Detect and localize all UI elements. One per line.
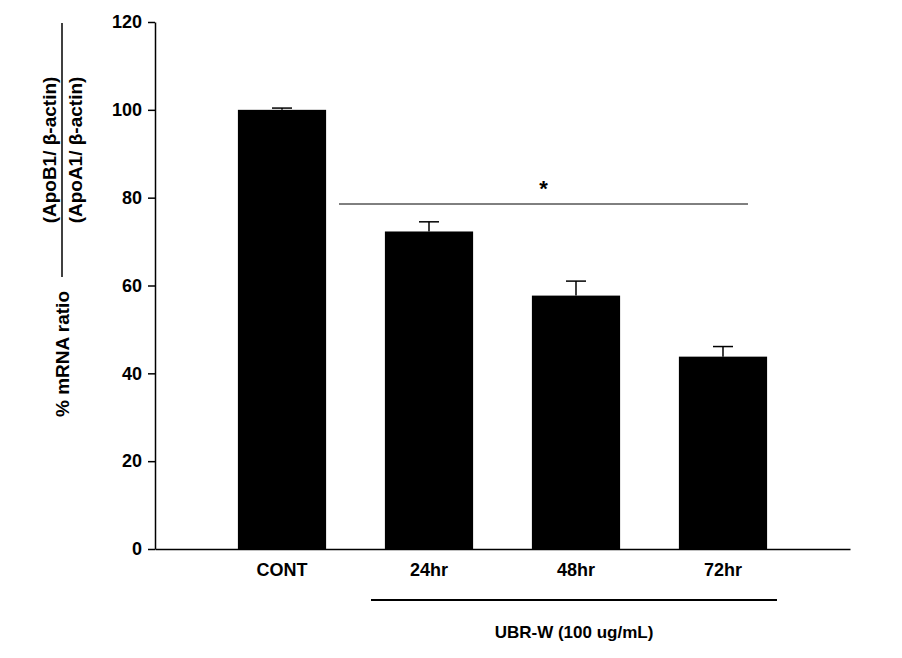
error-bar: [566, 281, 586, 295]
error-bar: [713, 347, 733, 357]
y-tick-label: 100: [112, 100, 142, 120]
x-axis: CONT 24hr 48hr 72hr: [156, 549, 851, 580]
y-tick: 0: [132, 539, 155, 559]
y-tick: 20: [122, 451, 155, 471]
y-title-prefix: % mRNA ratio: [52, 291, 73, 417]
x-tick: 48hr: [557, 549, 595, 580]
error-cap: [272, 107, 292, 109]
error-cap: [566, 280, 586, 282]
x-tick-label: 48hr: [557, 560, 595, 580]
y-title-denominator: (ApoA1/ β-actin): [65, 77, 86, 224]
chart: 0 20 40 60 80 100 120 CONT 24hr 48hr 72hr % mRNA ra…: [0, 0, 902, 658]
x-axis-line: [156, 549, 851, 551]
error-cap: [713, 346, 733, 348]
y-tick-mark: [148, 110, 155, 112]
y-tick-mark: [148, 373, 155, 375]
error-bar: [272, 108, 292, 110]
x-tick-label: 24hr: [410, 560, 448, 580]
bar: [679, 357, 767, 549]
error-stem: [722, 347, 724, 357]
y-tick: 40: [122, 364, 155, 384]
x-tick-label: 72hr: [704, 560, 742, 580]
bar: [385, 231, 473, 549]
group-label: UBR-W (100 ug/mL): [495, 623, 654, 642]
y-tick: 80: [122, 188, 155, 208]
y-tick-label: 120: [112, 12, 142, 32]
group-bracket: [371, 599, 777, 601]
y-tick-label: 40: [122, 364, 142, 384]
x-tick-label: CONT: [257, 560, 308, 580]
y-title-numerator: (ApoB1/ β-actin): [39, 77, 60, 224]
error-stem: [575, 281, 577, 295]
bar: [532, 296, 620, 549]
y-tick-mark: [148, 549, 155, 551]
x-tick: 24hr: [410, 549, 448, 580]
y-tick: 60: [122, 276, 155, 296]
y-axis: 0 20 40 60 80 100 120: [112, 12, 156, 559]
error-bar: [419, 222, 439, 232]
bars: [238, 108, 767, 549]
error-stem: [428, 222, 430, 232]
y-tick-label: 60: [122, 276, 142, 296]
significance-line: [339, 204, 748, 205]
y-tick-label: 20: [122, 451, 142, 471]
fraction-bar: [61, 23, 63, 277]
x-tick: 72hr: [704, 549, 742, 580]
y-tick-label: 80: [122, 188, 142, 208]
y-tick-label: 0: [132, 539, 142, 559]
significance-mark: *: [539, 176, 548, 201]
y-tick-mark: [148, 285, 155, 287]
y-tick-mark: [148, 461, 155, 463]
bar: [238, 110, 326, 549]
y-axis-title: % mRNA ratio (ApoB1/ β-actin)(ApoA1/ β-ac…: [39, 23, 86, 417]
x-tick: CONT: [257, 549, 308, 580]
error-cap: [419, 221, 439, 223]
y-tick: 120: [112, 12, 155, 32]
y-tick: 100: [112, 100, 155, 120]
y-tick-mark: [148, 197, 155, 199]
y-tick-mark: [148, 22, 155, 24]
